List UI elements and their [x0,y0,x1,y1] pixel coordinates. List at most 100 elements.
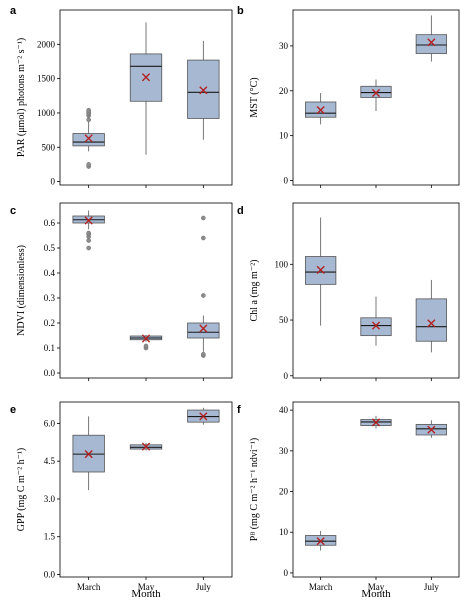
box-march [72,107,105,169]
y-tick-label: 4.5 [44,456,56,466]
panel-e: e 0.0 1.5 3.0 4.5 6.0 GPP (mg C m⁻² h⁻¹) March M… [10,401,233,592]
x-tick-label: May [138,582,155,592]
box-march [305,93,337,125]
panel-letter-c: c [10,205,16,217]
y-tick-label: 30 [279,41,289,51]
y-tick-label: 1.5 [44,532,56,542]
box-march [72,210,105,251]
outlier-point [201,293,206,298]
panel-letter-e: e [10,404,16,416]
y-tick-label: 1000 [37,108,56,118]
y-tick-label: 1500 [37,74,56,84]
mean-marker [84,216,93,225]
y-tick-label: 0.1 [44,343,55,353]
box-may [360,296,392,346]
mean-marker [141,73,151,82]
y-tick-label: 0.2 [44,318,55,328]
box-may [360,415,392,429]
panel-letter-a: a [10,5,17,17]
y-tick-label: 0.0 [44,569,56,579]
mean-marker [199,86,208,95]
y-axis-label: Chl a (mg m⁻²) [249,260,260,322]
iqr-box [187,59,220,119]
y-tick-label: 20 [279,86,289,96]
outlier-point [201,351,206,357]
mean-marker [316,537,325,546]
x-tick-label: March [77,582,101,592]
panel-letter-b: b [237,5,244,17]
outlier-point [86,117,91,123]
y-tick-label: 0 [284,176,289,186]
iqr-box [360,317,392,337]
outlier-point [201,235,206,241]
y-tick-label: 0.5 [44,243,56,253]
mean-marker [84,134,93,143]
box-may [129,334,163,351]
y-tick-label: 0.6 [44,218,56,228]
outlier-point [201,215,206,221]
y-tick-label: 6.0 [44,418,56,428]
y-tick-label: 500 [42,142,56,152]
box-july [187,215,220,358]
y-tick-label: 0.3 [44,293,56,303]
mean-marker [371,321,381,330]
mean-marker [427,319,436,328]
y-axis-label: NDVI (dimensionless) [16,245,27,336]
panel-b: b 0 10 20 30 MST (°C) [237,5,460,188]
panel-letter-f: f [237,404,241,416]
outlier-point [86,107,91,113]
outlier-point [143,343,149,349]
mean-marker [371,418,381,427]
box-march [305,217,337,326]
mean-marker [84,450,93,459]
box-may [360,79,392,111]
mean-marker [427,425,436,434]
iqr-box [415,298,447,342]
outlier-point [86,162,91,167]
outlier-point [86,230,91,236]
y-tick-label: 0.0 [44,368,56,378]
y-tick-label: 0 [284,371,289,381]
iqr-box [415,34,447,54]
x-axis-label: Month [131,588,161,600]
y-axis-label: PAR (μmol) photons m⁻² s⁻¹) [16,38,27,157]
y-tick-label: 100 [275,259,289,269]
panel-letter-d: d [237,205,244,217]
plot-frame [59,401,233,578]
y-tick-label: 0.4 [44,268,56,278]
mean-marker [141,334,151,343]
panel-d: d 0 50 100 Chl a (mg m⁻²) [237,202,460,381]
y-axis-label: Pᴮ (mg C m⁻² h⁻¹ ndvi⁻¹) [249,438,260,541]
panel-f: f 0 10 20 30 40 Pᴮ (mg C m⁻² h⁻¹ ndvi⁻¹) March M… [237,401,460,592]
mean-marker [316,105,325,115]
iqr-box [187,322,220,339]
box-july [187,40,220,140]
y-tick-label: 3.0 [44,494,56,504]
plot-frame [292,202,460,379]
box-may [129,442,163,451]
box-march [305,531,337,551]
plot-frame [59,202,233,379]
iqr-box [72,133,105,147]
x-axis-label: Month [361,588,391,600]
y-tick-label: 50 [279,315,289,325]
y-tick-label: 10 [279,527,289,537]
x-tick-label: July [424,582,440,592]
mean-marker [316,265,325,274]
y-axis-label: GPP (mg C m⁻² h⁻¹) [16,448,27,531]
mean-marker [371,88,381,98]
y-tick-label: 2000 [37,39,56,49]
mean-marker [199,412,208,421]
box-march [72,416,105,491]
x-tick-label: March [309,582,333,592]
y-axis-label: MST (°C) [249,77,260,117]
y-tick-label: 0 [284,568,289,578]
y-tick-label: 30 [279,446,289,456]
mean-marker [427,38,436,47]
box-july [415,279,447,353]
panel-a: a 0 500 1000 1500 2000 PAR (μmol) photons m⁻² … [10,5,233,188]
y-tick-label: 10 [279,131,289,141]
box-july [415,420,447,438]
x-tick-label: May [368,582,385,592]
